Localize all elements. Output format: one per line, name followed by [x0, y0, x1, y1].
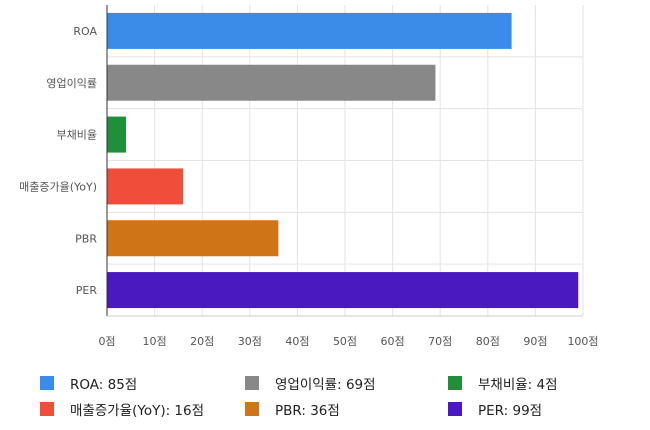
bar: [107, 12, 512, 49]
legend-swatch: [40, 376, 54, 390]
legend-item[interactable]: 부채비율: 4점: [448, 374, 558, 393]
legend-swatch: [40, 402, 54, 416]
x-tick-label: 90점: [523, 335, 547, 348]
x-tick-label: 10점: [143, 335, 167, 348]
x-tick-label: 60점: [381, 335, 405, 348]
legend-label: PBR: 36점: [275, 403, 340, 419]
legend-label: 매출증가율(YoY): 16점: [70, 403, 205, 419]
x-tick-label: 0점: [98, 335, 115, 348]
grid-lines: [107, 5, 584, 316]
bar: [107, 220, 279, 257]
x-tick-label: 100점: [567, 335, 598, 348]
category-label: 매출증가율(YoY): [19, 180, 97, 193]
x-tick-label: 30점: [238, 335, 262, 348]
legend-label: 부채비율: 4점: [478, 377, 558, 393]
legend-swatch: [245, 402, 259, 416]
x-tick-label: 70점: [428, 335, 452, 348]
legend-item[interactable]: PER: 99점: [448, 400, 543, 419]
legend-swatch: [245, 376, 259, 390]
category-label: PBR: [75, 232, 97, 245]
legend-label: 영업이익률: 69점: [275, 377, 376, 393]
legend-label: ROA: 85점: [70, 377, 138, 393]
legend-item[interactable]: PBR: 36점: [245, 400, 340, 419]
category-label: ROA: [73, 25, 97, 38]
legend-swatch: [448, 402, 462, 416]
category-label: PER: [76, 284, 98, 297]
category-label: 영업이익률: [46, 77, 97, 90]
axes: [106, 5, 583, 317]
bar: [107, 64, 436, 101]
x-tick-label: 20점: [190, 335, 214, 348]
bar: [107, 116, 127, 153]
x-tick-labels: 0점 10점 20점 30점 40점 50점 60점 70점 80점 90점 100점: [98, 335, 598, 348]
legend-item[interactable]: ROA: 85점: [40, 374, 138, 393]
x-tick-label: 40점: [285, 335, 309, 348]
category-label: 부채비율: [57, 129, 97, 142]
legend-item[interactable]: 영업이익률: 69점: [245, 374, 376, 393]
legend-swatch: [448, 376, 462, 390]
bar: [107, 168, 184, 205]
x-tick-label: 80점: [476, 335, 500, 348]
legend-item[interactable]: 매출증가율(YoY): 16점: [40, 400, 205, 419]
legend-label: PER: 99점: [478, 403, 543, 419]
bar: [107, 272, 579, 309]
x-tick-label: 50점: [333, 335, 357, 348]
bars: [107, 12, 579, 309]
